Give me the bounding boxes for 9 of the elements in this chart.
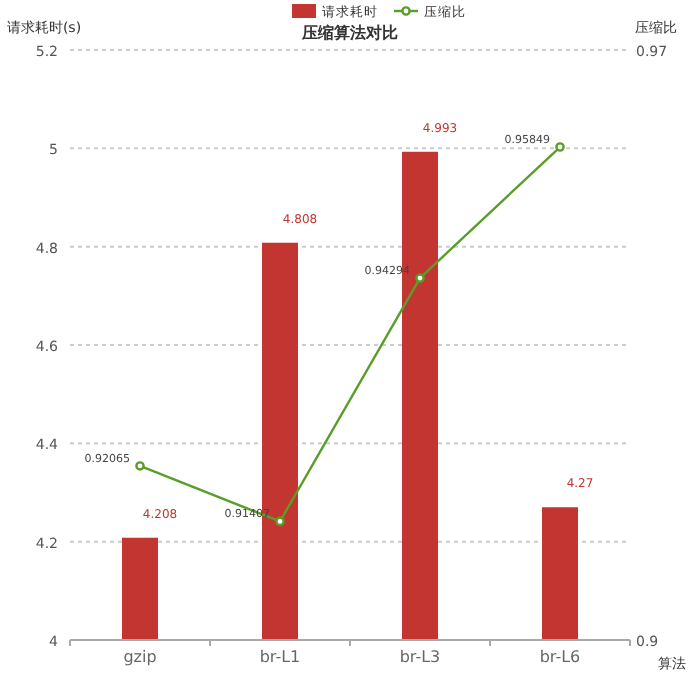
point xyxy=(415,273,425,283)
x-tick-label: br-L3 xyxy=(399,648,441,666)
point xyxy=(135,461,145,471)
x-tick-label: gzip xyxy=(123,648,157,666)
x-tick-label: br-L1 xyxy=(259,648,301,666)
x-tick-label: br-L6 xyxy=(539,648,581,666)
point xyxy=(275,516,285,527)
chart-title: 压缩算法对比 xyxy=(300,24,398,42)
point xyxy=(555,142,565,152)
